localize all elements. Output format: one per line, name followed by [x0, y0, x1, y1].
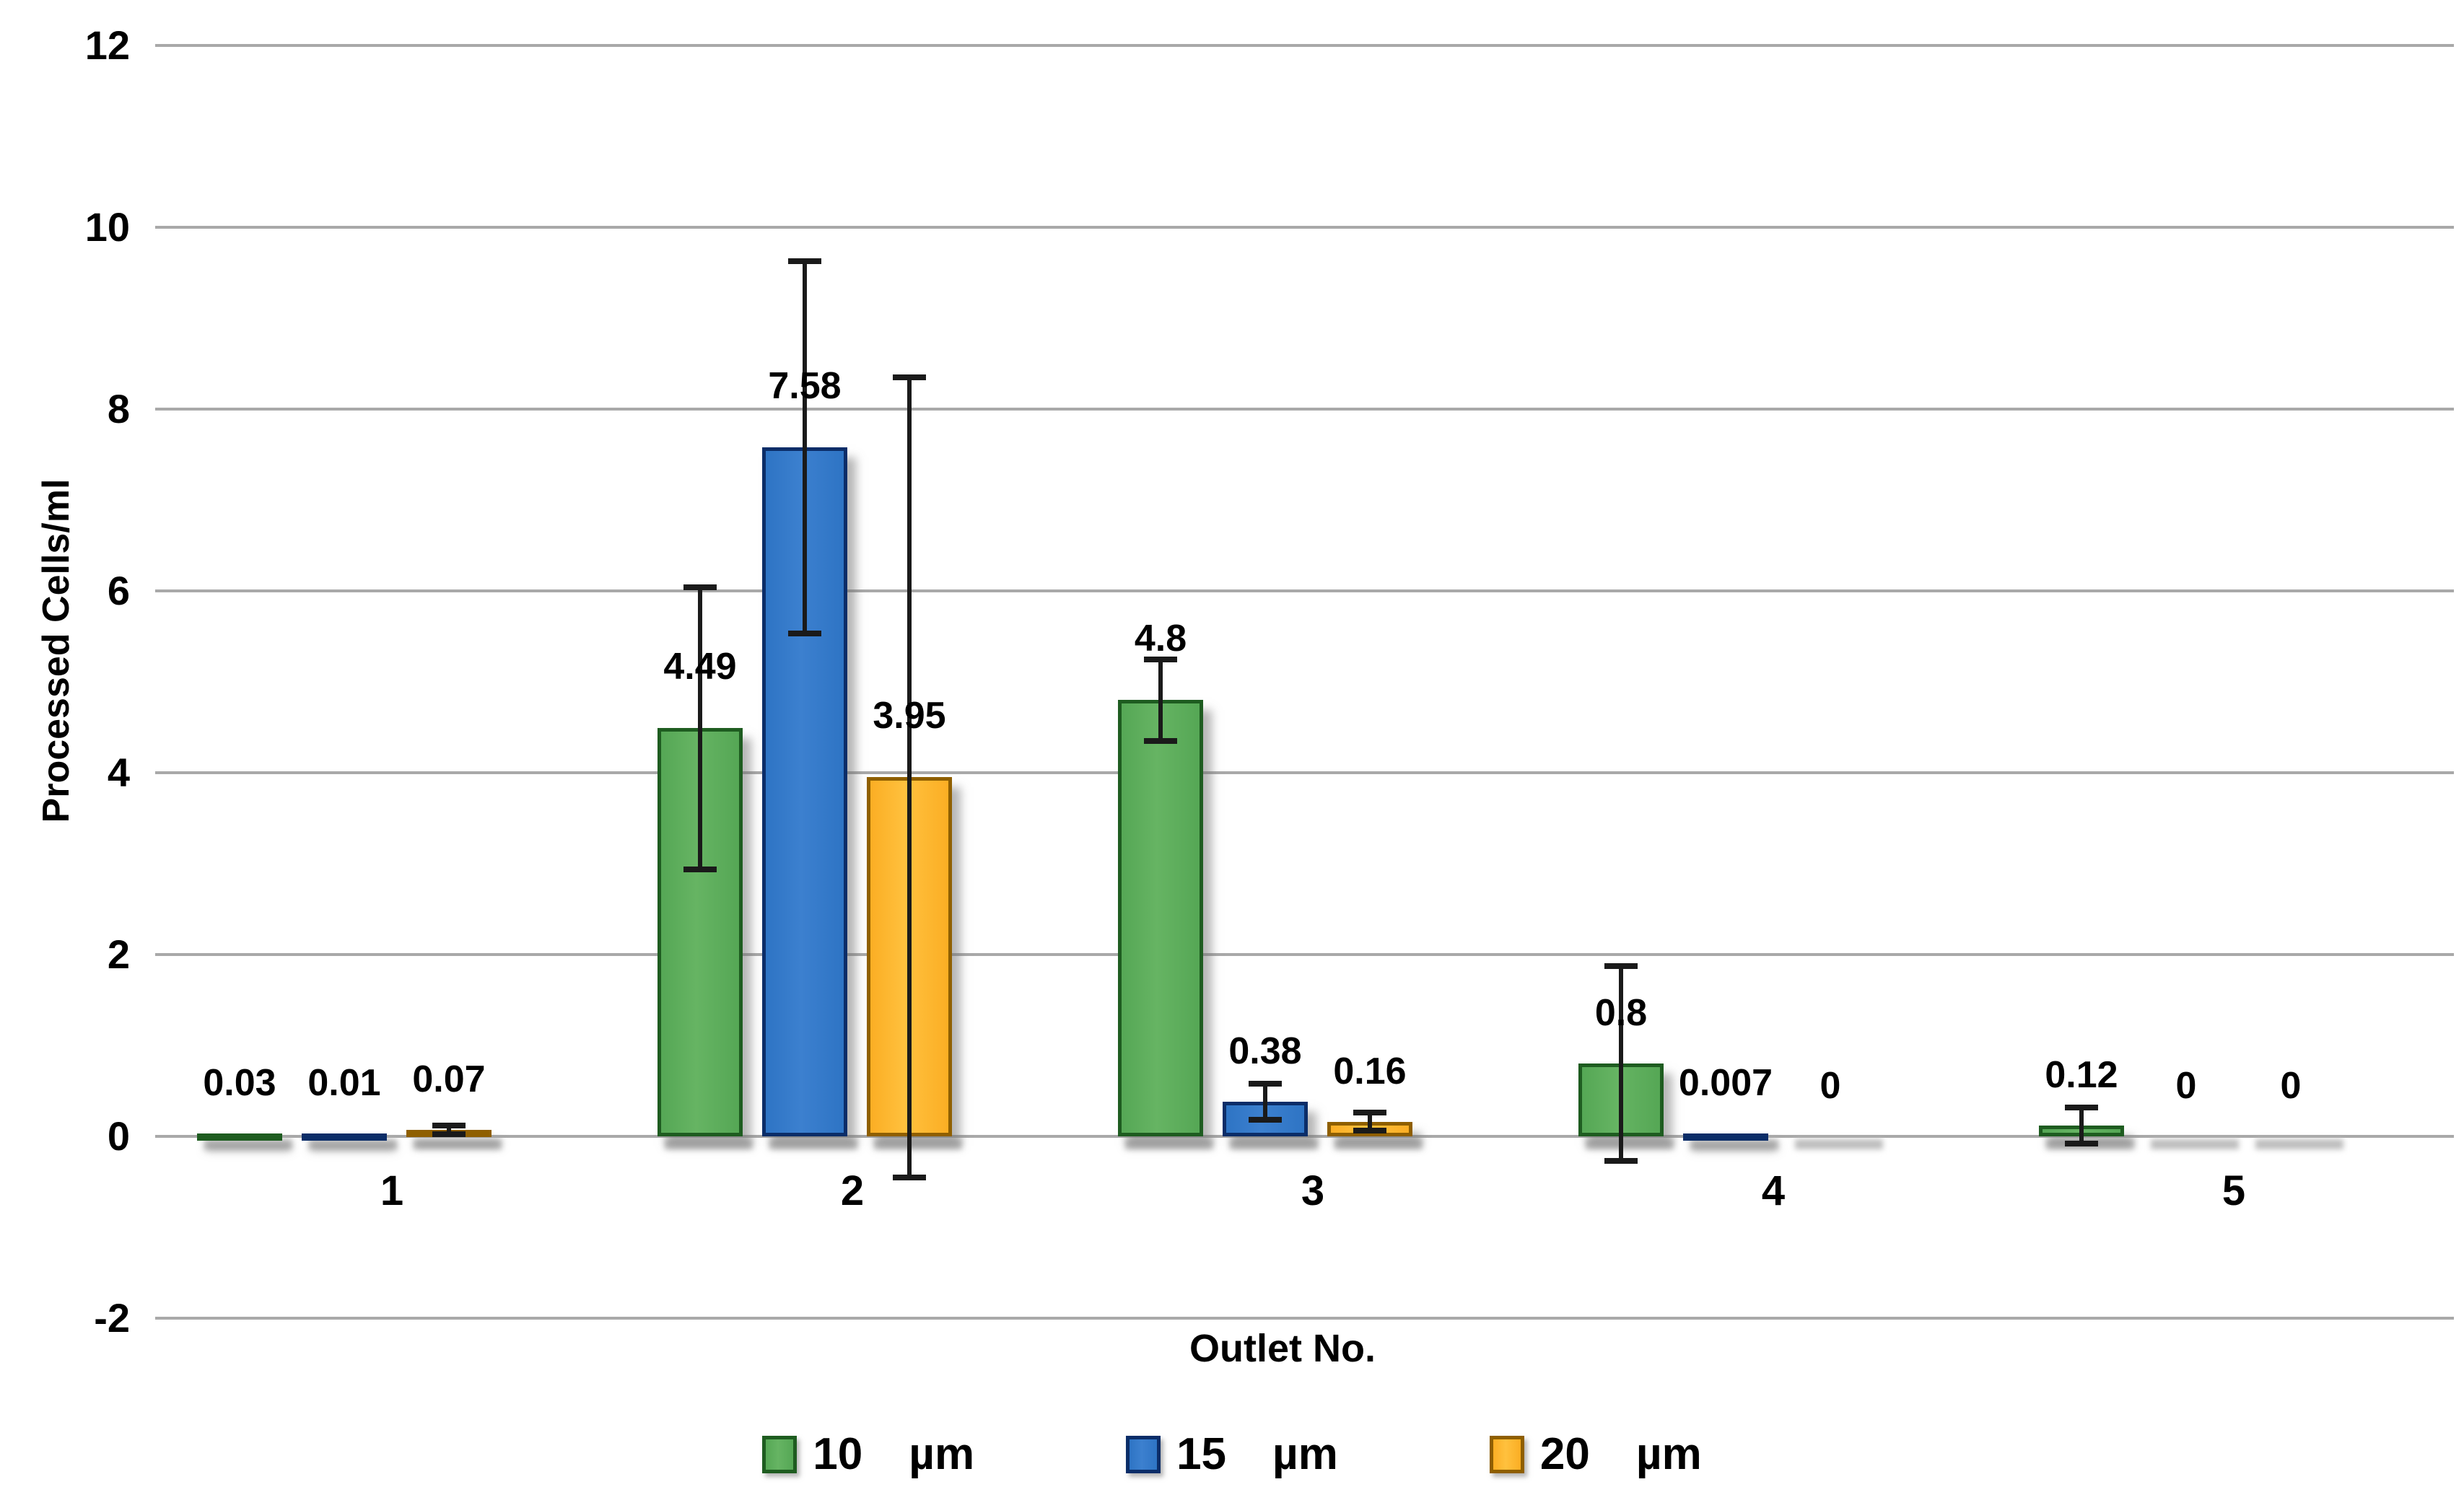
error-bar [907, 377, 912, 1177]
error-bar [2079, 1107, 2084, 1144]
data-label-20µm-outlet-2: 3.95 [873, 695, 946, 737]
legend-label-unit: µm [1635, 1429, 1702, 1479]
data-label-10µm-outlet-2: 4.49 [663, 646, 737, 688]
gridline-y--2 [155, 1317, 2454, 1320]
error-bar [1368, 1113, 1372, 1131]
error-bar [447, 1125, 451, 1135]
bar-shadow [1795, 1139, 1883, 1149]
y-tick-label-12: 12 [84, 22, 130, 68]
bar-shadow [665, 1139, 753, 1149]
x-tick-label-2: 2 [840, 1167, 865, 1214]
error-bar-cap [1604, 1158, 1638, 1165]
legend-label-unit: µm [1272, 1429, 1338, 1479]
error-bar [803, 260, 807, 634]
bar-shadow [2151, 1139, 2239, 1149]
data-label-15µm-outlet-5: 0 [2175, 1065, 2197, 1107]
x-tick-label-3: 3 [1301, 1167, 1325, 1214]
error-bar [698, 587, 702, 869]
error-bar-cap [683, 866, 717, 872]
error-bar-cap [1353, 1128, 1386, 1134]
error-bar-cap [893, 374, 926, 380]
data-label-20µm-outlet-5: 0 [2280, 1065, 2302, 1107]
y-tick-label--2: -2 [94, 1295, 130, 1341]
error-bar-cap [893, 1174, 926, 1180]
bar-15µm-outlet-4 [1683, 1133, 1768, 1141]
error-bar [1619, 966, 1623, 1161]
error-bar [1158, 659, 1163, 741]
bar-shadow [1334, 1139, 1423, 1149]
data-label-15µm-outlet-3: 0.38 [1228, 1030, 1302, 1073]
gridline-y-10 [155, 226, 2454, 229]
gridline-y-2 [155, 953, 2454, 956]
gridline-y-12 [155, 44, 2454, 47]
error-bar-cap [432, 1122, 466, 1128]
bar-10µm-outlet-1 [197, 1133, 282, 1141]
x-tick-label-4: 4 [1761, 1167, 1786, 1214]
error-bar [1263, 1083, 1267, 1120]
legend-label-number: 20 [1539, 1429, 1590, 1479]
y-tick-label-2: 2 [107, 931, 130, 977]
x-tick-label-1: 1 [380, 1167, 404, 1214]
y-tick-label-0: 0 [107, 1113, 130, 1159]
data-label-10µm-outlet-5: 0.12 [2045, 1053, 2118, 1096]
error-bar-cap [1144, 656, 1177, 662]
bar-shadow [204, 1139, 292, 1149]
data-label-15µm-outlet-1: 0.01 [307, 1062, 381, 1104]
gridline-y-6 [155, 589, 2454, 592]
error-bar-cap [2065, 1141, 2098, 1147]
bar-shadow [874, 1139, 962, 1149]
gridline-y-0 [155, 1135, 2454, 1138]
data-label-20µm-outlet-3: 0.16 [1333, 1050, 1407, 1092]
bar-shadow [1690, 1139, 1778, 1149]
error-bar-cap [1144, 737, 1177, 744]
bar-shadow [309, 1139, 397, 1149]
bar-shadow [1586, 1139, 1674, 1149]
data-label-20µm-outlet-4: 0 [1819, 1065, 1841, 1107]
legend-item-10µm: 10 µm [762, 1432, 974, 1477]
bar-shadow [414, 1139, 502, 1149]
data-label-10µm-outlet-1: 0.03 [203, 1062, 276, 1104]
x-tick-label-5: 5 [2221, 1167, 2246, 1214]
legend-swatch-icon [1489, 1436, 1524, 1473]
legend-label-number: 10 [813, 1429, 863, 1479]
bar-shadow [2255, 1139, 2343, 1149]
error-bar-cap [683, 584, 717, 590]
data-label-15µm-outlet-2: 7.58 [768, 364, 842, 407]
gridline-y-8 [155, 408, 2454, 411]
legend-item-15µm: 15 µm [1126, 1432, 1338, 1477]
bar-shadow [1230, 1139, 1318, 1149]
y-tick-label-8: 8 [107, 386, 130, 431]
y-tick-label-10: 10 [84, 204, 130, 250]
error-bar-cap [1249, 1080, 1282, 1087]
bar-15µm-outlet-1 [302, 1133, 387, 1141]
error-bar-cap [788, 631, 821, 637]
data-label-10µm-outlet-4: 0.8 [1594, 992, 1648, 1035]
legend-swatch-icon [762, 1436, 798, 1473]
data-label-10µm-outlet-3: 4.8 [1134, 618, 1187, 660]
legend: 10 µm 15 µm 20 µm [0, 1432, 2464, 1477]
legend-swatch-icon [1126, 1436, 1161, 1473]
data-label-15µm-outlet-4: 0.007 [1678, 1062, 1773, 1104]
bar-shadow [769, 1139, 857, 1149]
gridline-y-4 [155, 771, 2454, 774]
error-bar-cap [1604, 963, 1638, 970]
legend-label-unit: µm [909, 1429, 975, 1479]
y-tick-label-4: 4 [107, 750, 130, 795]
error-bar-cap [788, 258, 821, 264]
legend-item-20µm: 20 µm [1489, 1429, 1702, 1479]
error-bar-cap [1249, 1117, 1282, 1123]
bar-shadow [1125, 1139, 1213, 1149]
x-axis-title: Outlet No. [1189, 1327, 1376, 1370]
legend-label-number: 15 [1176, 1429, 1227, 1479]
y-tick-label-6: 6 [107, 568, 130, 613]
error-bar-cap [1353, 1110, 1386, 1116]
error-bar-cap [2065, 1104, 2098, 1110]
bar-10µm-outlet-3 [1118, 700, 1203, 1136]
error-bar-cap [432, 1131, 466, 1138]
data-label-20µm-outlet-1: 0.07 [412, 1058, 486, 1101]
